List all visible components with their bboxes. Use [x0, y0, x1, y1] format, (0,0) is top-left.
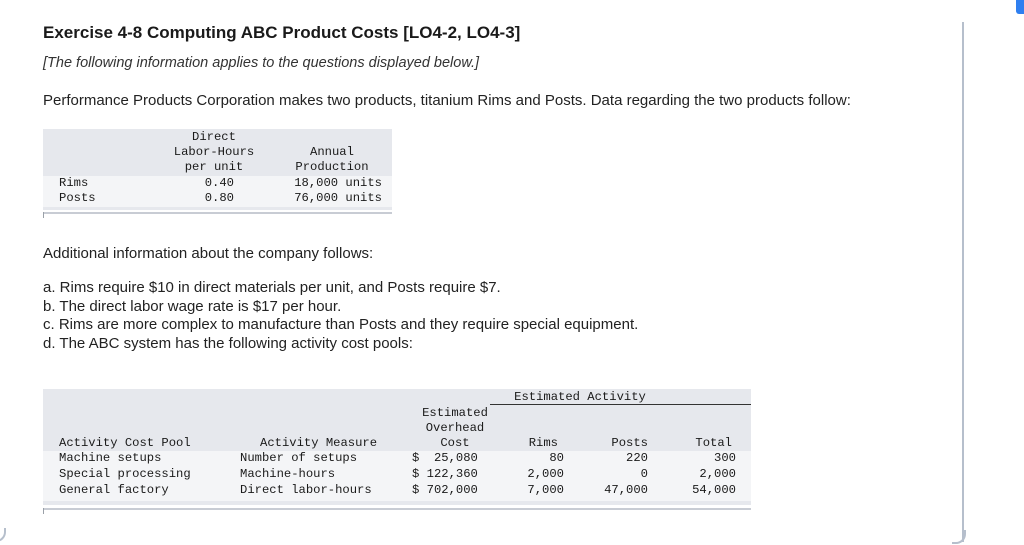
pool-name: Special processing — [59, 467, 191, 481]
pool-name: General factory — [59, 483, 169, 497]
header-annual-line2: Production — [295, 160, 369, 174]
span-header-underline — [490, 404, 751, 405]
estimated-activity-header: Estimated Activity — [514, 390, 646, 404]
panel-border-corner — [952, 530, 966, 544]
header-dlh-line2: Labor-Hours — [173, 145, 255, 159]
total-activity: 300 — [714, 451, 736, 465]
corner-tab — [1016, 0, 1024, 14]
additional-info-heading: Additional information about the company… — [43, 245, 374, 262]
table-rule-tick — [43, 508, 44, 514]
list-item: c. Rims are more complex to manufacture … — [43, 316, 639, 333]
posts-activity: 0 — [640, 467, 648, 481]
total-activity: 2,000 — [699, 467, 736, 481]
header-dlh-line1: Direct — [192, 130, 236, 144]
additional-info-list: a. Rims require $10 in direct materials … — [43, 279, 638, 353]
header-dlh-line3: per unit — [184, 160, 244, 174]
total-activity: 54,000 — [692, 483, 736, 497]
list-item: b. The direct labor wage rate is $17 per… — [43, 297, 342, 315]
header-posts: Posts — [611, 436, 648, 450]
posts-activity: 47,000 — [604, 483, 648, 497]
list-item: a. Rims require $10 in direct materials … — [43, 279, 501, 296]
table-rows-band — [43, 176, 392, 207]
rims-activity: 7,000 — [527, 483, 564, 497]
header-total: Total — [695, 436, 732, 450]
product-name: Posts — [59, 191, 96, 205]
table-rows-band — [43, 451, 751, 501]
dlh-value: 0.40 — [204, 176, 234, 190]
annual-value: 76,000 units — [294, 191, 382, 205]
rims-activity: 2,000 — [527, 467, 564, 481]
table-bottom-rule — [43, 212, 392, 214]
overhead-cost: $ 25,080 — [412, 451, 478, 465]
annual-value: 18,000 units — [294, 176, 382, 190]
list-item: d. The ABC system has the following acti… — [43, 334, 413, 352]
header-cost-line3: Cost — [440, 436, 470, 450]
header-cost-line2: Overhead — [425, 421, 485, 435]
header-cost-line1: Estimated — [422, 406, 488, 420]
overhead-cost: $ 702,000 — [412, 483, 478, 497]
header-annual-line1: Annual — [310, 145, 354, 159]
exercise-title: Exercise 4-8 Computing ABC Product Costs… — [43, 23, 521, 42]
activity-measure: Machine-hours — [240, 467, 336, 481]
intro-text: Performance Products Corporation makes t… — [43, 92, 851, 109]
table-rule-tick — [43, 212, 44, 218]
product-name: Rims — [59, 176, 89, 190]
applies-note: [The following information applies to th… — [43, 55, 480, 71]
overhead-cost: $ 122,360 — [412, 467, 478, 481]
activity-measure: Direct labor-hours — [240, 483, 372, 497]
rims-activity: 80 — [549, 451, 564, 465]
posts-activity: 220 — [626, 451, 648, 465]
header-pool: Activity Cost Pool — [59, 436, 191, 450]
panel-border-right — [962, 22, 964, 542]
pool-name: Machine setups — [59, 451, 162, 465]
table-bottom-rule — [43, 508, 751, 510]
header-measure: Activity Measure — [260, 436, 378, 450]
activity-measure: Number of setups — [240, 451, 358, 465]
dlh-value: 0.80 — [204, 191, 234, 205]
header-rims: Rims — [528, 436, 558, 450]
panel-border-corner-left — [0, 528, 6, 542]
